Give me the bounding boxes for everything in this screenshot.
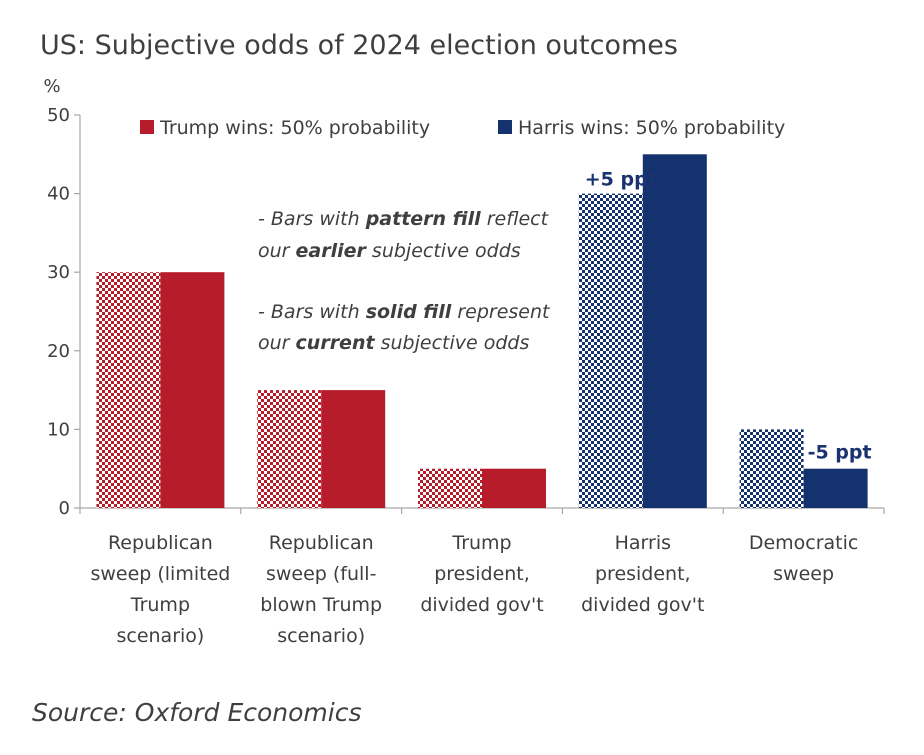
bar-earlier [578,193,643,508]
bar-earlier [96,272,161,508]
annotation-line: - Bars with pattern fill reflect [258,208,550,230]
legend-swatch-trump [140,120,154,134]
annotation-line: our current subjective odds [258,332,529,354]
legend-label-harris: Harris wins: 50% probability [518,117,785,139]
x-category-label: Democratic sweep [749,532,859,585]
x-category-label: Republican sweep (limited Trump scenario) [90,532,230,647]
legend-swatch-harris [498,120,512,134]
y-tick-label: 0 [59,498,70,519]
legend-label-trump: Trump wins: 50% probability [159,117,430,139]
x-category-label: Trump president, divided gov't [420,532,543,616]
delta-label: +5 ppt [585,169,657,191]
bar-earlier [418,468,482,508]
source-note: Source: Oxford Economics [32,698,362,727]
x-category-label: Harris president, divided gov't [581,532,704,616]
bar-current [803,468,868,508]
bar-chart: 0 10 20 30 40 50% Republican sweep (limited Tru… [43,76,885,647]
annotation-line: our earlier subjective odds [258,240,521,262]
bar-current [482,468,546,508]
annotation-line: - Bars with solid fill represent [258,301,551,323]
y-tick-label: 20 [47,341,70,362]
bar-current [642,154,707,509]
y-tick-label: 10 [47,419,70,440]
y-tick-label: 30 [47,262,70,283]
y-tick-label: 40 [47,184,70,205]
y-tick-label: 50 [47,105,70,126]
chart-title: US: Subjective odds of 2024 election out… [40,30,678,61]
x-category-label: Republican sweep (full-blown Trump scenari… [260,532,382,647]
bar-current [160,272,225,508]
bar-earlier [257,390,322,508]
bar-current [321,390,386,508]
delta-label: -5 ppt [808,442,872,464]
y-axis-label: % [43,76,60,97]
bar-earlier [739,429,804,508]
